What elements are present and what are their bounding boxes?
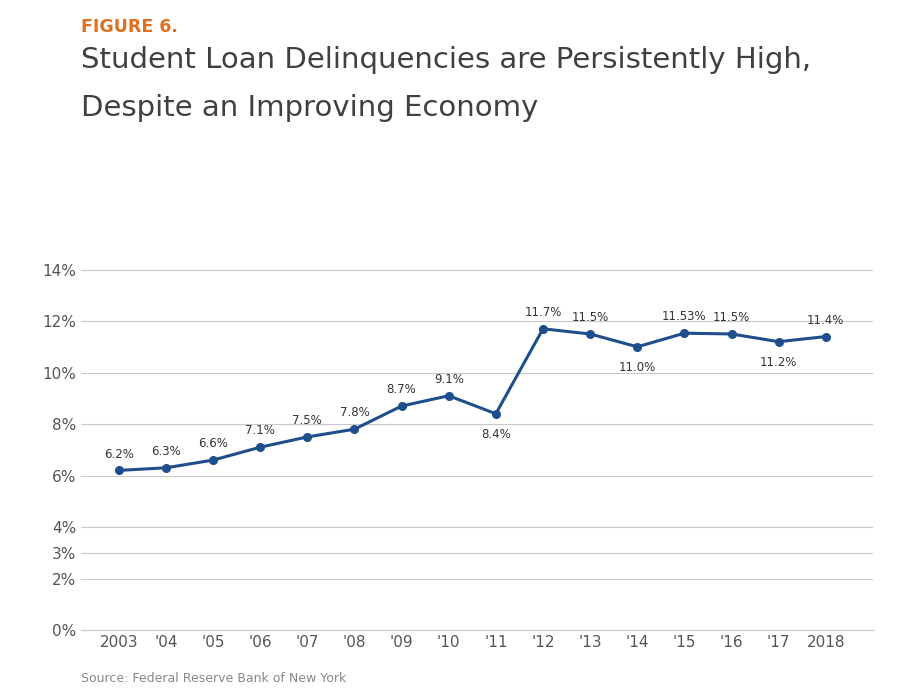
Text: 11.0%: 11.0%: [618, 361, 656, 374]
Text: 11.2%: 11.2%: [760, 356, 797, 369]
Text: 11.7%: 11.7%: [525, 306, 562, 319]
Text: 6.6%: 6.6%: [198, 438, 228, 450]
Text: Source: Federal Reserve Bank of New York: Source: Federal Reserve Bank of New York: [81, 671, 347, 685]
Text: 11.5%: 11.5%: [713, 312, 751, 324]
Text: 7.5%: 7.5%: [292, 414, 322, 427]
Text: 6.3%: 6.3%: [151, 445, 181, 458]
Text: 11.53%: 11.53%: [662, 310, 706, 323]
Text: 8.4%: 8.4%: [481, 428, 510, 441]
Text: 6.2%: 6.2%: [104, 447, 134, 461]
Text: 11.5%: 11.5%: [572, 312, 608, 324]
Text: Student Loan Delinquencies are Persistently High,: Student Loan Delinquencies are Persisten…: [81, 46, 811, 74]
Text: 7.8%: 7.8%: [339, 407, 369, 419]
Text: 7.1%: 7.1%: [245, 424, 275, 438]
Text: Despite an Improving Economy: Despite an Improving Economy: [81, 94, 538, 122]
Text: 9.1%: 9.1%: [434, 373, 464, 386]
Text: FIGURE 6.: FIGURE 6.: [81, 18, 178, 36]
Text: 8.7%: 8.7%: [387, 384, 417, 396]
Text: 11.4%: 11.4%: [807, 314, 844, 327]
